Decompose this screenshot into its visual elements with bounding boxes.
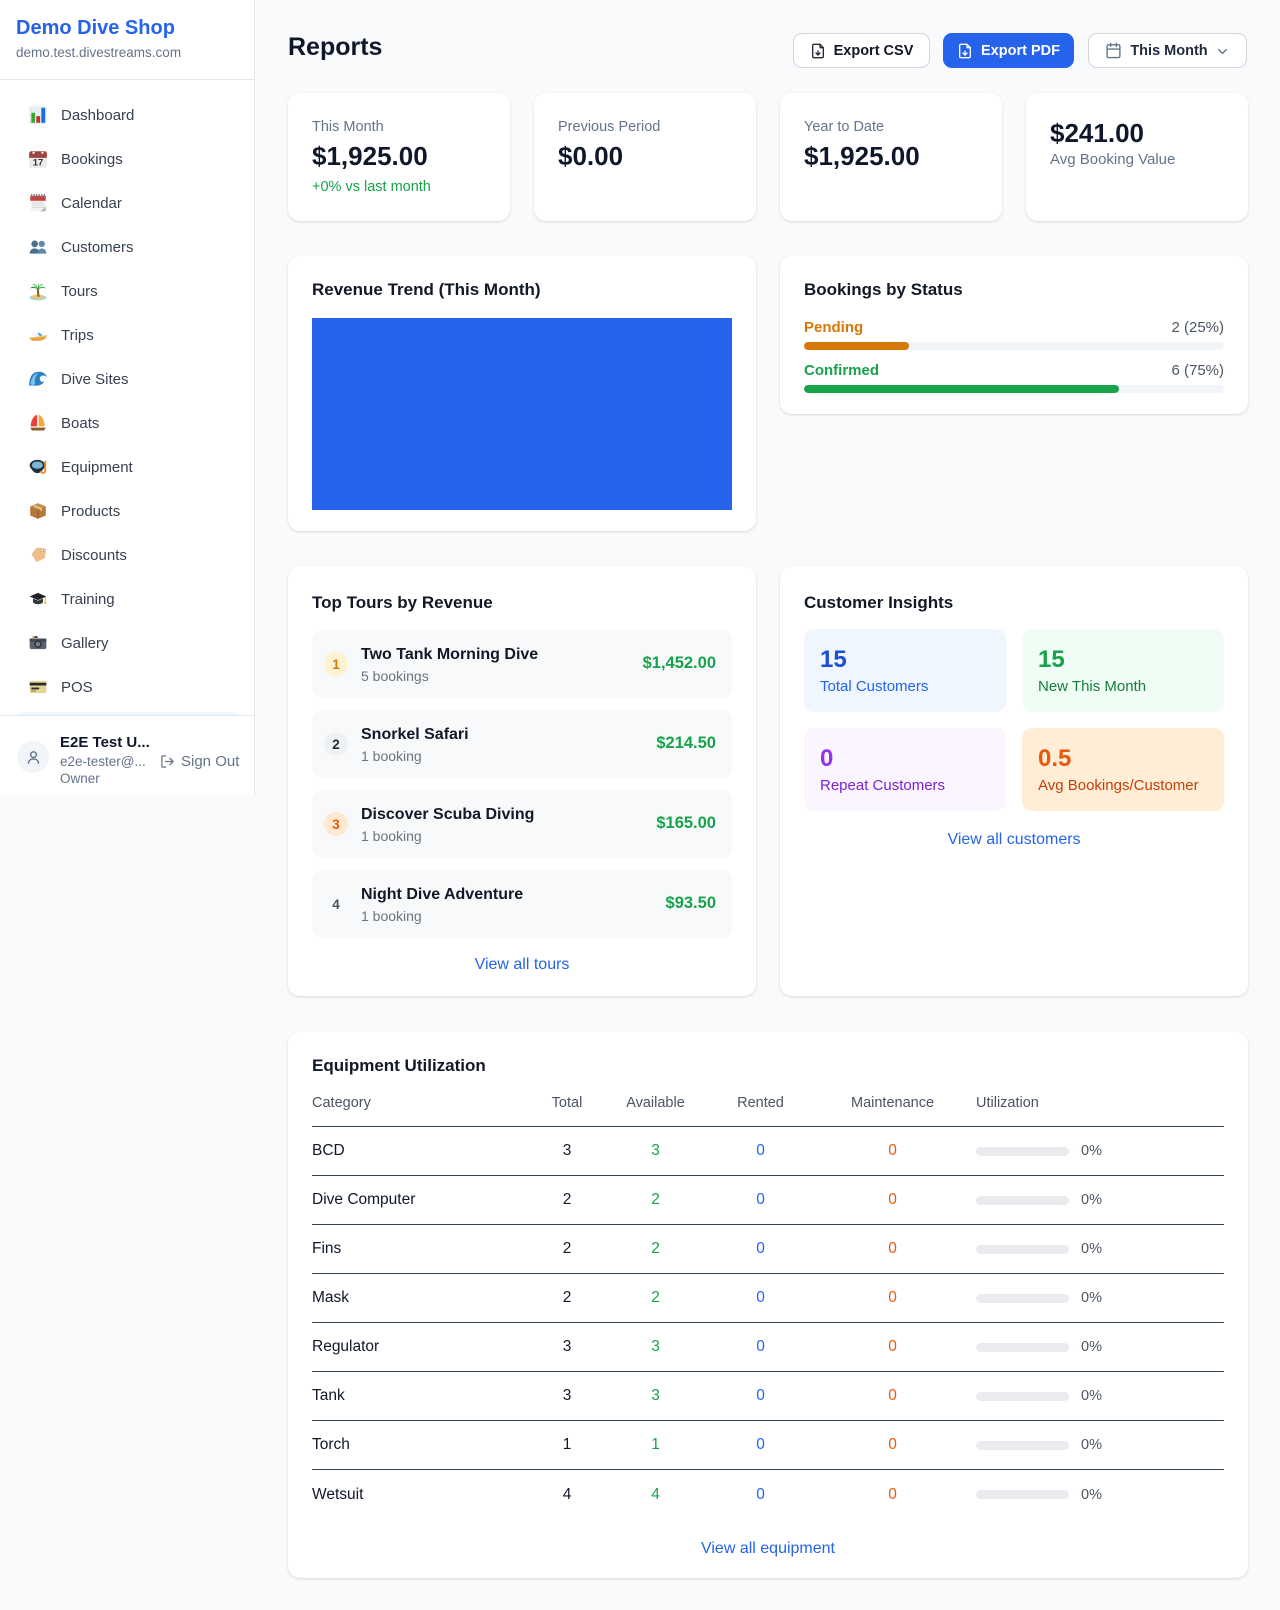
svg-text:17: 17	[33, 158, 44, 169]
